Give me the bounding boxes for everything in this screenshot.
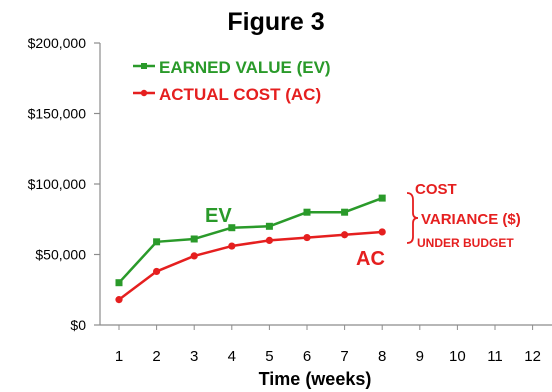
variance-brace — [406, 192, 419, 244]
legend-ev-marker — [141, 63, 147, 69]
x-tick-label: 5 — [265, 348, 273, 365]
x-tick-label: 9 — [416, 348, 424, 365]
x-tick-label: 8 — [378, 348, 386, 365]
x-tick-label: 4 — [228, 348, 236, 365]
legend-item-ac: ACTUAL COST (AC) — [133, 85, 321, 104]
series-ev — [115, 194, 386, 287]
series-ev-point — [265, 222, 273, 230]
x-axis-label: Time (weeks) — [259, 369, 372, 389]
series-ac-point — [341, 231, 349, 239]
legend-ac-label: ACTUAL COST (AC) — [159, 85, 321, 104]
series-ac-line — [118, 230, 383, 301]
legend-ev-label: EARNED VALUE (EV) — [159, 58, 331, 77]
x-tick-label: 11 — [487, 348, 503, 365]
y-tick-label: $0 — [70, 317, 86, 333]
x-tick-label: 3 — [190, 348, 198, 365]
series-ac-point — [378, 228, 386, 236]
chart-title: Figure 3 — [227, 8, 324, 36]
x-tick-label: 2 — [152, 348, 160, 365]
y-tick-label: $50,000 — [35, 247, 86, 263]
series-ac — [115, 228, 386, 304]
ev-inline-label: EV — [205, 205, 232, 227]
legend-ac-marker — [140, 89, 148, 97]
legend: EARNED VALUE (EV) ACTUAL COST (AC) — [133, 58, 331, 104]
series-ac-point — [190, 252, 198, 260]
series-ev-point — [228, 224, 236, 232]
y-tick-label: $100,000 — [28, 176, 87, 192]
series-ev-point — [190, 235, 198, 243]
series-ac-point — [115, 296, 123, 304]
series-ev-line — [118, 196, 383, 284]
variance-line-3: UNDER BUDGET — [417, 236, 514, 250]
x-tick-label: 10 — [449, 348, 466, 365]
series-ev-point — [115, 279, 123, 287]
series-ac-point — [303, 233, 311, 242]
series-ac-point — [265, 236, 273, 244]
y-tick-label: $150,000 — [28, 106, 87, 122]
series-ac-point — [153, 267, 161, 276]
series-ev-point — [378, 194, 386, 202]
x-tick-label: 1 — [115, 348, 123, 365]
cost-variance-annotation: COST VARIANCE ($) UNDER BUDGET — [406, 181, 521, 250]
series-layer — [115, 194, 386, 304]
x-tick-label: 12 — [524, 348, 541, 365]
series-ev-point — [153, 238, 161, 246]
series-ac-point — [228, 242, 236, 250]
x-tick-label: 7 — [340, 348, 348, 365]
ac-inline-label: AC — [356, 248, 385, 270]
series-ev-point — [303, 208, 311, 216]
legend-item-ev: EARNED VALUE (EV) — [133, 58, 331, 77]
x-tick-label: 6 — [303, 348, 311, 365]
series-ev-point — [341, 208, 349, 216]
y-tick-label: $200,000 — [28, 35, 87, 51]
variance-line-2: VARIANCE ($) — [421, 211, 521, 228]
variance-line-1: COST — [415, 181, 457, 198]
